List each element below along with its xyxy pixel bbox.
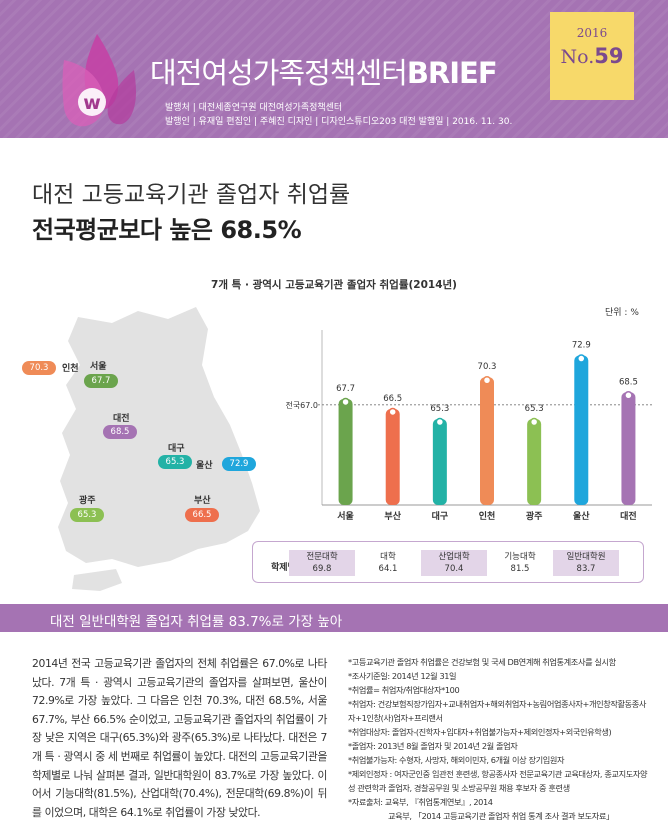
bar-marker-2 <box>435 417 445 427</box>
value-label-4: 65.3 <box>525 404 544 414</box>
table-cell: 전문대학 69.8 <box>289 550 355 576</box>
category-label-6: 대전 <box>620 510 637 522</box>
body-paragraph: 2014년 전국 고등교육기관 졸업자의 전체 취업률은 67.0%로 나타났다… <box>32 657 327 819</box>
bar-chart: 전국67.0 67.7 서울 66.5 부산 65.3 대구 70.3 인천 65.3 광주 72.9… <box>285 330 652 522</box>
footnote-line: *고등교육기관 졸업자 취업률은 건강보험 및 국세 DB연계해 취업통계조사를… <box>348 657 616 667</box>
map-value-badge: 66.5 <box>185 508 219 522</box>
map-city-label: 대전 <box>113 414 130 424</box>
bar-3 <box>480 377 494 505</box>
header-banner: w 대전여성가족정책센터BRIEF 발행처 | 대전세종연구원 대전여성가족정책… <box>0 0 668 138</box>
table-cell-value: 64.1 <box>378 564 398 574</box>
map-value-badge: 65.3 <box>158 455 192 469</box>
bar-0 <box>338 398 353 505</box>
value-label-6: 68.5 <box>619 377 638 387</box>
bar-1 <box>385 408 400 505</box>
section-title: 대전 일반대학원 졸업자 취업률 83.7%로 가장 높아 <box>50 614 343 630</box>
map-value-badge: 70.3 <box>22 361 56 375</box>
footnote-line: 교육부, 「2014 고등교육기관 졸업자 취업 통계 조사 결과 보도자료」 <box>388 811 614 821</box>
footnote-line: *취업불가능자: 수형자, 사망자, 해외이민자, 6개월 이상 장기입원자 <box>348 755 565 765</box>
chart-title: 7개 특 · 광역시 고등교육기관 졸업자 취업률(2014년) <box>211 279 457 291</box>
bar-marker-6 <box>624 391 633 400</box>
value-label-5: 72.9 <box>572 341 591 351</box>
table-cell: 산업대학 70.4 <box>421 550 487 576</box>
svg-text:w: w <box>83 92 101 114</box>
table-cell-name: 일반대학원 <box>566 552 606 562</box>
staff-line: 발행인 | 유재일 편집인 | 주혜진 디자인 | 디자인스튜디오203 대전 … <box>165 117 513 127</box>
map-value-badge: 72.9 <box>222 457 256 471</box>
category-label-4: 광주 <box>526 510 543 522</box>
national-average-label: 전국67.0 <box>285 400 318 410</box>
value-label-2: 65.3 <box>430 404 449 414</box>
headline-line2: 전국평균보다 높은 68.5% <box>32 216 302 244</box>
section-bar <box>0 604 668 632</box>
bar-marker-1 <box>388 407 397 417</box>
value-label-1: 66.5 <box>383 394 402 404</box>
bar-2 <box>432 418 447 505</box>
table-cell: 기능대학 81.5 <box>487 550 553 576</box>
footnote-line: *조사기준일: 2014년 12월 31일 <box>348 671 457 681</box>
school-type-table: 학제별 전문대학 69.8 대학 64.1 산업대학 70.4 기능대학 81.5 일반대학원 8… <box>252 541 644 583</box>
map-city-label: 부산 <box>194 496 211 506</box>
value-label-0: 67.7 <box>336 384 355 394</box>
category-label-1: 부산 <box>384 510 401 522</box>
table-cell-value: 70.4 <box>444 564 464 574</box>
table-cell-value: 81.5 <box>510 564 530 574</box>
footnote-line: *취업률= 취업자/취업대상자*100 <box>348 685 460 695</box>
table-cell-name: 기능대학 <box>504 552 536 562</box>
brief-title: 대전여성가족정책센터BRIEF <box>150 56 498 90</box>
footnote-line: *취업대상자: 졸업자-(진학자+입대자+취업불가능자+제외인정자+외국인유학생… <box>348 727 612 737</box>
category-label-5: 울산 <box>573 510 590 522</box>
chart-unit: 단위 : % <box>605 308 639 318</box>
bar-6 <box>621 392 636 505</box>
map-city-label: 인천 <box>62 364 79 374</box>
map-city-label: 광주 <box>79 496 96 506</box>
issue-year: 2016 <box>576 26 608 40</box>
bar-marker-3 <box>482 375 492 385</box>
table-header: 학제별 <box>271 563 296 573</box>
bar-marker-5 <box>577 354 586 363</box>
center-logo-icon: w <box>62 34 136 127</box>
issue-number: No.59 <box>560 44 624 68</box>
table-cell-name: 전문대학 <box>306 552 338 562</box>
map-value-badge: 65.3 <box>70 508 104 522</box>
footnote-line: *졸업자: 2013년 8월 졸업자 및 2014년 2월 졸업자 <box>348 741 518 751</box>
map-city-label: 대구 <box>168 444 185 454</box>
korea-map <box>58 307 260 591</box>
table-cell: 대학 64.1 <box>355 550 421 576</box>
footnote-line: *자료출처: 교육부, 『취업통계연보』, 2014 <box>348 797 493 807</box>
map-city-label: 울산 <box>196 461 213 471</box>
value-label-3: 70.3 <box>478 362 497 372</box>
footnotes: *고등교육기관 졸업자 취업률은 건강보험 및 국세 DB연계해 취업통계조사를… <box>348 655 648 823</box>
category-label-0: 서울 <box>337 510 354 522</box>
footnote-line: *제외인정자 : 여자군인중 임관전 훈련생, 항공종사자 전문교육기관 교육대… <box>348 769 648 793</box>
table-cell: 일반대학원 83.7 <box>553 550 619 576</box>
table-cell-name: 대학 <box>380 552 396 562</box>
bar-4 <box>527 418 542 505</box>
category-label-3: 인천 <box>479 511 496 522</box>
map-value-badge: 68.5 <box>103 425 137 439</box>
issue-badge: 2016 No.59 <box>550 12 634 100</box>
category-label-2: 대구 <box>432 510 449 522</box>
brief-title-suffix: BRIEF <box>406 56 498 90</box>
headline-line1: 대전 고등교육기관 졸업자 취업률 <box>32 182 351 208</box>
footnote-line: *취업자: 건강보험직장가입자+교내취업자+해외취업자+농림어업종사자+개인창작… <box>348 699 646 723</box>
table-cell-name: 산업대학 <box>438 552 470 562</box>
table-cell-value: 69.8 <box>312 564 332 574</box>
publisher-line: 발행처 | 대전세종연구원 대전여성가족정책센터 <box>165 103 343 113</box>
bar-marker-0 <box>341 397 350 407</box>
bar-marker-4 <box>529 417 539 427</box>
bar-5 <box>574 355 589 505</box>
map-value-badge: 67.7 <box>84 374 118 388</box>
map-city-label: 서울 <box>90 362 107 372</box>
table-cell-value: 83.7 <box>576 564 596 574</box>
